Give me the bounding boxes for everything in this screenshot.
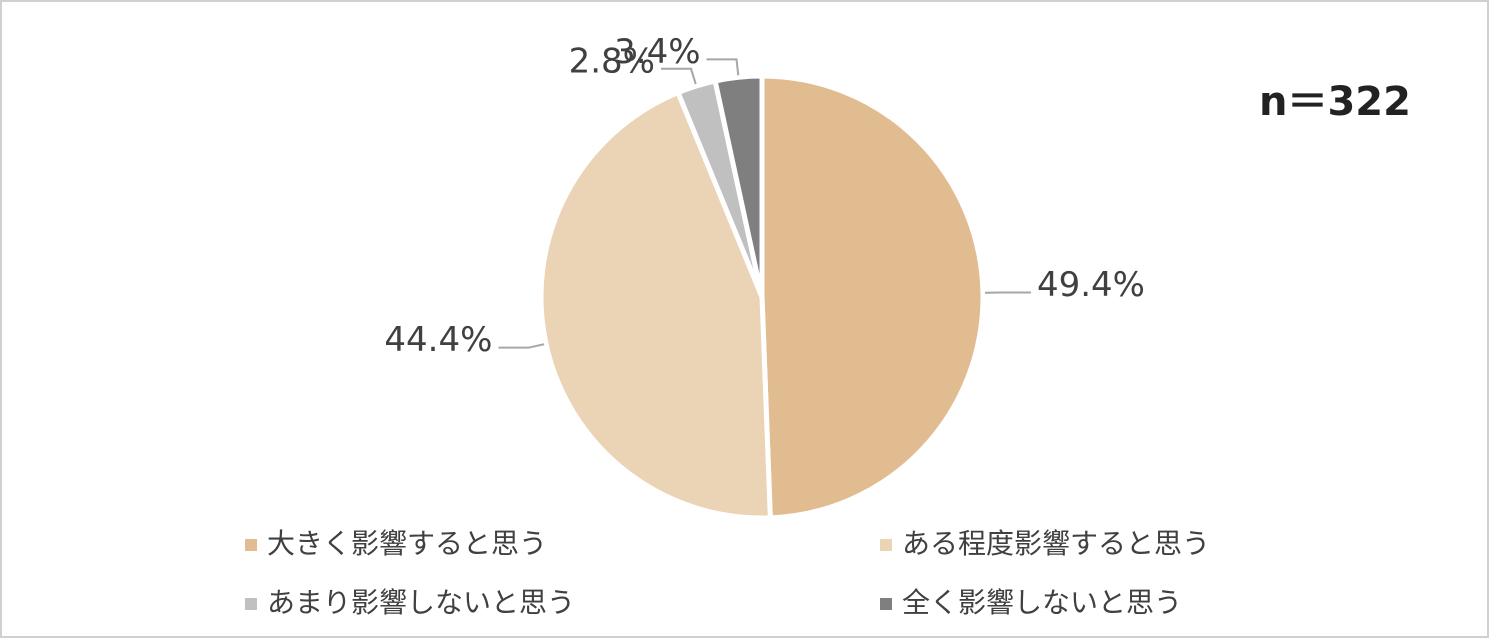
data-label: 49.4% (1037, 265, 1145, 305)
data-label: 2.8% (569, 41, 655, 81)
leader-line (706, 58, 740, 76)
leader-line (498, 343, 545, 349)
data-label: 3.4% (614, 32, 700, 72)
legend-swatch (245, 598, 257, 610)
pie-slice (538, 89, 773, 521)
legend-label: 全く影響しないと思う (902, 586, 1182, 619)
pie-slice (712, 73, 765, 298)
data-label: 44.4% (384, 320, 492, 360)
legend-label: ある程度影響すると思う (902, 527, 1210, 560)
legend-label: あまり影響しないと思う (267, 586, 575, 619)
legend-label: 大きく影響すると思う (267, 527, 547, 560)
legend-swatch (245, 539, 257, 551)
pie-slice (759, 73, 986, 521)
legend-swatch (880, 598, 892, 610)
sample-size: n＝322 (1259, 79, 1411, 125)
legend-swatch (880, 539, 892, 551)
leader-line (661, 67, 697, 85)
